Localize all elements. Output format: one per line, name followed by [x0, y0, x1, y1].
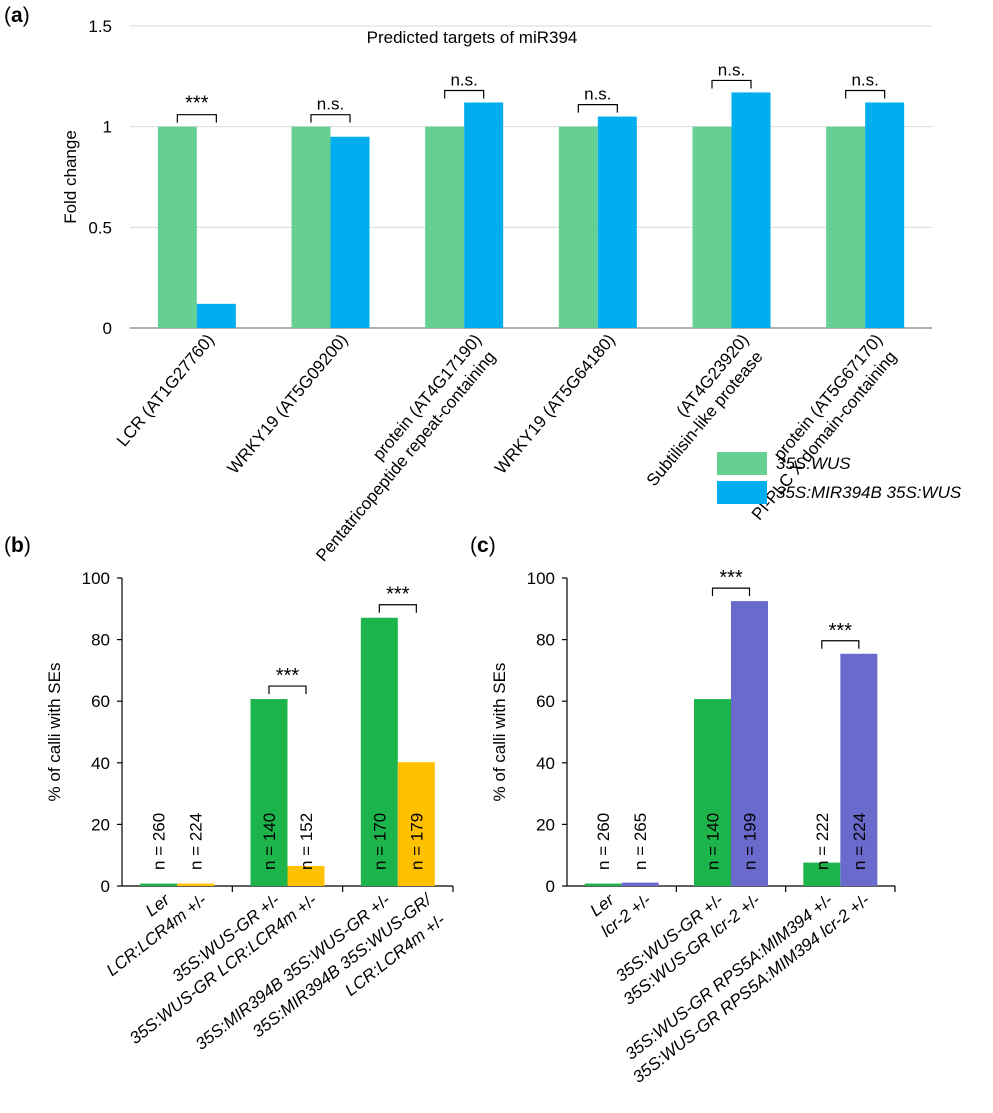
chart-title: Predicted targets of miR394 — [367, 28, 578, 47]
bar — [731, 601, 768, 886]
bar — [803, 862, 841, 886]
n-label: n = 224 — [850, 813, 869, 870]
significance-label: *** — [276, 665, 300, 687]
bar — [694, 699, 731, 886]
y-axis-label: Fold change — [61, 130, 80, 224]
category-label: WRKY19 (AT5G64180) — [491, 330, 619, 477]
category-label: 35S:MIR394B 35S:WUS-GR/ — [249, 889, 437, 1041]
n-label: n = 222 — [813, 813, 832, 870]
panel-c-label: (c) — [470, 534, 496, 557]
y-tick-label: 40 — [91, 754, 110, 773]
n-label: n = 140 — [260, 813, 279, 870]
significance-label: n.s. — [851, 71, 878, 90]
bar — [840, 653, 878, 886]
n-label: n = 265 — [631, 813, 650, 870]
n-label: n = 260 — [150, 813, 169, 870]
legend-label: 35S:WUS — [776, 454, 851, 473]
y-tick-label: 40 — [536, 754, 555, 773]
bar — [287, 865, 325, 886]
category-label: Pentatricopeptide repeat-containing — [312, 347, 499, 565]
bar-wus — [291, 126, 331, 329]
bar-wus — [425, 126, 465, 329]
legend-swatch — [717, 481, 767, 504]
y-tick-label: 100 — [82, 569, 110, 588]
bar-wus — [558, 126, 598, 329]
significance-label: *** — [185, 93, 209, 115]
y-tick-label: 1.5 — [88, 17, 112, 36]
category-label: 35S:WUS-GR RPS5A:MIM394 lcr-2 +/- — [629, 890, 873, 1087]
bar-mir394b — [464, 102, 504, 328]
legend-label: 35S:MIR394B 35S:WUS — [776, 483, 962, 502]
bar — [360, 617, 398, 886]
significance-bracket — [711, 79, 752, 89]
bar-wus — [692, 126, 732, 329]
bar-mir394b — [597, 116, 637, 328]
panel-a: (a) 0 0.5 1 1.5 Fold change Predicted targets … — [4, 4, 962, 565]
y-tick-label: 20 — [536, 815, 555, 834]
bar — [397, 762, 435, 886]
bar-wus — [157, 126, 197, 329]
n-label: n = 152 — [297, 813, 316, 870]
significance-label: n.s. — [317, 95, 344, 114]
y-tick-label: 0 — [546, 877, 555, 896]
n-label: n = 170 — [370, 813, 389, 870]
panel-b-label: (b) — [4, 534, 31, 557]
significance-bracket — [268, 685, 307, 695]
significance-bracket — [444, 89, 485, 99]
y-tick-label: 0.5 — [88, 218, 112, 237]
bar-mir394b — [865, 102, 905, 328]
category-label: WRKY19 (AT5G09200) — [224, 330, 352, 477]
significance-bracket — [711, 587, 751, 597]
y-axis-label: % of calli with SEs — [490, 663, 509, 802]
n-label: n = 224 — [187, 813, 206, 870]
bar — [140, 883, 178, 886]
y-tick-label: 80 — [91, 631, 110, 650]
significance-bracket — [176, 114, 217, 123]
significance-label: n.s. — [584, 85, 611, 104]
bar — [621, 882, 659, 886]
y-tick-label: 80 — [536, 631, 555, 650]
n-label: n = 260 — [594, 813, 613, 870]
bar — [584, 883, 622, 886]
bar-mir394b — [196, 303, 236, 328]
y-tick-label: 0 — [101, 877, 110, 896]
panel-b: (b) 0 20 40 60 80 100 % of calli with SEs n = 26… — [4, 534, 454, 1054]
n-label: n = 179 — [407, 813, 426, 870]
significance-bracket — [310, 114, 351, 123]
y-tick-label: 1 — [103, 118, 112, 137]
y-tick-label: 60 — [91, 692, 110, 711]
bar-mir394b — [731, 92, 771, 328]
significance-label: n.s. — [450, 71, 477, 90]
significance-label: *** — [719, 567, 743, 589]
y-tick-label: 0 — [103, 319, 112, 338]
bar — [177, 883, 215, 886]
y-tick-label: 20 — [91, 815, 110, 834]
significance-label: n.s. — [718, 60, 745, 79]
significance-bracket — [378, 604, 417, 613]
y-tick-label: 100 — [527, 569, 555, 588]
n-label: n = 140 — [704, 813, 723, 870]
bar-wus — [826, 126, 866, 329]
bar — [250, 699, 288, 886]
legend-swatch — [717, 452, 767, 475]
y-tick-label: 60 — [536, 692, 555, 711]
n-label: n = 199 — [741, 813, 760, 870]
significance-bracket — [845, 89, 886, 99]
significance-label: *** — [386, 584, 410, 606]
significance-bracket — [821, 640, 860, 649]
panel-a-label: (a) — [4, 4, 30, 27]
significance-bracket — [577, 104, 618, 113]
significance-label: *** — [829, 620, 853, 642]
y-axis-label: % of calli with SEs — [45, 663, 64, 802]
panel-c: (c) 0 20 40 60 80 100 % of calli with SEs n = 26… — [470, 534, 896, 1087]
category-label: LCR (AT1G27760) — [113, 330, 218, 450]
bar-mir394b — [330, 136, 370, 328]
